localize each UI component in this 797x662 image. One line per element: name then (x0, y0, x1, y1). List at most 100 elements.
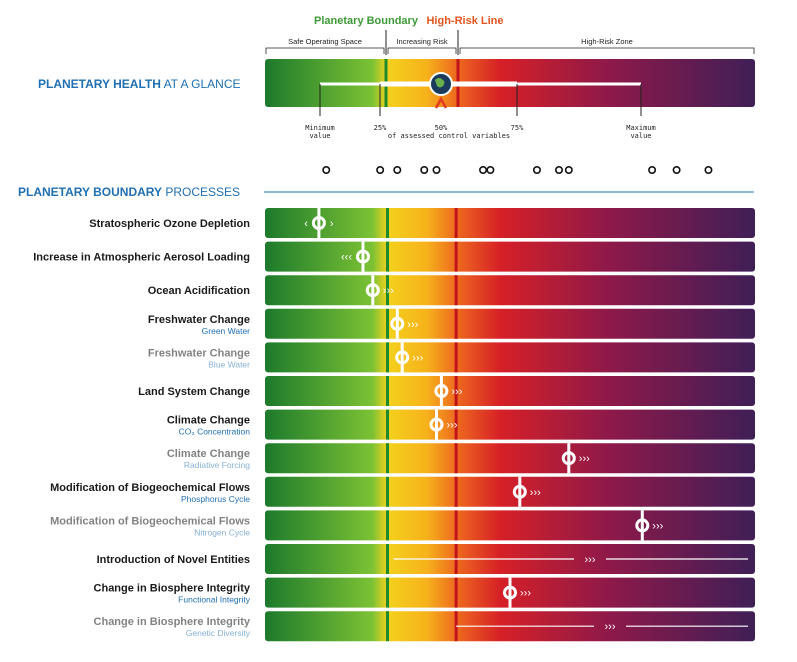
trend-right-icon: ››› (585, 554, 596, 566)
value-marker (512, 484, 527, 499)
process-label: Land System Change (138, 386, 250, 398)
glance-dot-1 (376, 166, 385, 175)
process-rows: Stratospheric Ozone Depletion ‹ › Increase … (33, 208, 755, 642)
process-label: Climate Change (167, 448, 250, 460)
process-bar (265, 476, 755, 507)
trend-right-icon: ››› (412, 352, 423, 364)
process-row: Land System Change ››› (138, 376, 755, 406)
process-bar (265, 275, 755, 306)
section-title-rest: PROCESSES (162, 185, 240, 199)
value-marker (503, 585, 517, 600)
process-sublabel: Genetic Diversity (186, 628, 251, 638)
process-label: Modification of Biogeochemical Flows (50, 515, 250, 527)
trend-right-icon: › (330, 218, 334, 230)
process-row: Change in Biosphere IntegrityFunctional … (94, 577, 755, 608)
process-row: Modification of Biogeochemical FlowsNitr… (50, 510, 755, 541)
glance-dot-7 (532, 166, 541, 175)
glance-title: PLANETARY HEALTH AT A GLANCE (38, 77, 240, 91)
process-bar (265, 409, 755, 440)
tick-max-1: Maximum (626, 124, 656, 132)
process-sublabel: Nitrogen Cycle (194, 527, 250, 537)
glance-dot-12 (704, 166, 713, 175)
glance-title-bold: PLANETARY HEALTH (38, 77, 161, 91)
process-label: Change in Biosphere Integrity (94, 616, 251, 628)
tick-25: 25% (374, 124, 387, 132)
value-marker (390, 316, 405, 331)
trend-right-icon: ››› (520, 588, 531, 600)
process-label: Modification of Biogeochemical Flows (50, 482, 250, 494)
process-label: Ocean Acidification (148, 285, 251, 297)
tick-75: 75% (511, 124, 524, 132)
trend-right-icon: ››› (451, 386, 462, 398)
process-sublabel: CO₂ Concentration (179, 427, 251, 437)
earth-icon-land (435, 78, 445, 88)
value-marker (434, 384, 449, 398)
tick-min-1: Minimum (305, 124, 335, 132)
value-marker (311, 216, 326, 230)
process-label: Change in Biosphere Integrity (94, 583, 251, 595)
process-sublabel: Phosphorus Cycle (181, 494, 250, 504)
glance-dot-11 (672, 166, 681, 175)
trend-right-icon: ››› (407, 319, 418, 331)
value-marker (395, 350, 410, 365)
glance-dot-5 (479, 166, 488, 175)
process-sublabel: Blue Water (208, 359, 250, 369)
trend-right-icon: ››› (383, 285, 394, 297)
glance-dot-9 (564, 166, 573, 175)
tick-min-2: value (309, 132, 330, 140)
zone-bracket-increasing (387, 47, 457, 54)
process-bar (265, 443, 755, 474)
process-bar (265, 208, 755, 238)
section-title: PLANETARY BOUNDARY PROCESSES (18, 185, 240, 199)
glance-dots (322, 166, 713, 175)
tick-50: 50% (435, 124, 448, 132)
process-row: Increase in Atmospheric Aerosol Loading ‹… (33, 241, 755, 272)
trend-right-icon: ››› (530, 487, 541, 499)
process-bar (265, 308, 755, 339)
process-row: Ocean Acidification ››› (148, 275, 755, 306)
glance-title-rest: AT A GLANCE (161, 77, 241, 91)
glance-dot-6 (486, 166, 495, 175)
glance-ticks (319, 84, 642, 116)
process-label: Climate Change (167, 415, 250, 427)
planetary-boundary-label: Planetary Boundary (314, 15, 419, 27)
process-sublabel: Green Water (202, 326, 251, 336)
glance-dot-8 (554, 166, 563, 175)
process-bar (265, 510, 755, 541)
process-row: Modification of Biogeochemical FlowsPhos… (50, 476, 755, 507)
zone-bracket-safe (265, 47, 385, 54)
glance-dot-4 (432, 166, 441, 175)
process-label: Freshwater Change (148, 347, 250, 359)
process-label: Increase in Atmospheric Aerosol Loading (33, 252, 250, 264)
zone-safe-label: Safe Operating Space (288, 37, 362, 46)
glance-dot-3 (420, 166, 429, 175)
process-row: Stratospheric Ozone Depletion ‹ › (89, 208, 755, 238)
process-bar (265, 376, 755, 406)
trend-right-icon: ››› (579, 453, 590, 465)
process-label: Introduction of Novel Entities (97, 554, 250, 566)
process-bar (265, 241, 755, 272)
tick-max-2: value (630, 132, 651, 140)
process-label: Freshwater Change (148, 314, 250, 326)
trend-right-icon: ››› (447, 420, 458, 432)
trend-left-icon: ‹ (304, 218, 308, 230)
glance-dot-2 (393, 166, 402, 175)
tick-caption: of assessed control variables (388, 132, 510, 140)
process-sublabel: Radiative Forcing (184, 460, 250, 470)
section-title-bold: PLANETARY BOUNDARY (18, 185, 162, 199)
process-label: Stratospheric Ozone Depletion (89, 218, 250, 230)
value-marker (365, 283, 380, 298)
glance-dot-0 (322, 166, 331, 175)
high-risk-line-label: High-Risk Line (426, 15, 503, 27)
value-marker (561, 451, 576, 466)
trend-right-icon: ››› (652, 520, 663, 532)
process-row: Introduction of Novel Entities ››› (97, 544, 755, 574)
process-sublabel: Functional Integrity (178, 595, 251, 605)
process-bar (265, 342, 755, 373)
trend-left-icon: ‹‹‹ (341, 252, 352, 264)
zone-high-label: High-Risk Zone (581, 37, 633, 46)
